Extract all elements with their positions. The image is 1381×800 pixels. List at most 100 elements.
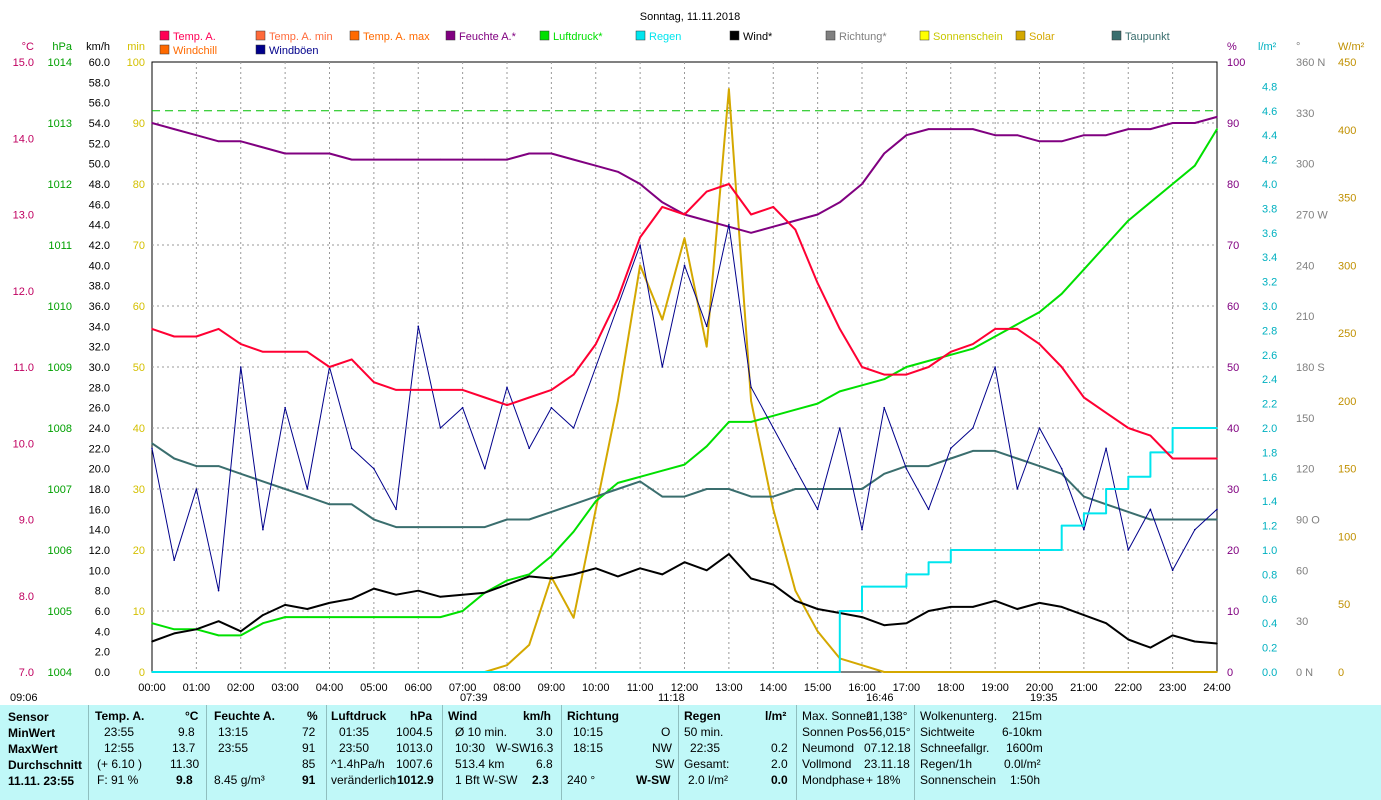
legend-label-2: Temp. A. max <box>363 31 430 43</box>
data-point-taupunkt <box>373 518 375 521</box>
data-point-temp-a <box>839 328 841 330</box>
data-point-taupunkt <box>306 495 309 498</box>
data-point-feuchte-a <box>417 158 420 161</box>
data-point-taupunkt <box>661 495 664 498</box>
data-point-wind <box>750 577 752 580</box>
data-point-wind <box>639 567 641 570</box>
data-point-temp-a <box>905 373 908 376</box>
max-sun-value: 21,138° <box>866 709 908 723</box>
rain-tick: 1.2 <box>1262 521 1277 533</box>
data-point-wind <box>173 632 175 635</box>
legend-label-11: Windchill <box>173 45 217 57</box>
time-tick: 13:00 <box>715 682 743 694</box>
data-point-wind <box>328 602 331 604</box>
wind-tick: 54.0 <box>89 118 110 130</box>
wind-tick: 16.0 <box>89 504 110 516</box>
rain-unit: l/m² <box>765 709 787 723</box>
data-point-temp-a <box>217 328 220 330</box>
data-point-windb-en <box>1194 528 1196 531</box>
data-point-taupunkt <box>594 495 597 498</box>
data-point-temp-a <box>1016 328 1019 330</box>
data-point-temp-a <box>284 350 286 353</box>
wind-tick: 46.0 <box>89 199 110 211</box>
data-point-luftdruck <box>794 408 797 411</box>
data-point-wind <box>306 608 309 610</box>
data-point-wind <box>239 630 242 633</box>
data-point-solar <box>1171 671 1174 673</box>
data-point-feuchte-a <box>217 140 220 143</box>
data-point-luftdruck <box>1083 268 1085 271</box>
time-tick: 09:00 <box>538 682 566 694</box>
humidity-axis-unit: % <box>1227 41 1237 53</box>
data-point-solar <box>705 345 708 348</box>
data-point-feuchte-a <box>594 164 597 167</box>
sensor-header: Sensor <box>8 710 49 724</box>
time-tick: 07:00 <box>449 682 477 694</box>
data-point-solar <box>794 589 797 592</box>
pressure-tick: 1007 <box>48 484 72 496</box>
wind-tick: 20.0 <box>89 464 110 476</box>
data-point-feuchte-a <box>306 152 309 155</box>
direction-tick: 360 N <box>1296 57 1325 69</box>
humidity-tick: 40 <box>1227 423 1239 435</box>
data-point-temp-a <box>617 297 619 300</box>
data-point-solar <box>728 88 730 90</box>
solar-tick: 50 <box>1338 599 1350 611</box>
data-point-windb-en <box>994 366 996 368</box>
data-point-regen <box>173 671 175 673</box>
min-tick: 100 <box>127 57 145 69</box>
pressure-tick: 1008 <box>48 423 72 435</box>
temp-tick: 7.0 <box>19 667 34 679</box>
wind-tick: 10.0 <box>89 565 110 577</box>
data-point-temp-a <box>1171 457 1174 460</box>
data-point-luftdruck <box>617 482 619 484</box>
data-point-luftdruck <box>772 415 775 417</box>
direction-header: Richtung <box>567 709 619 723</box>
data-point-luftdruck <box>1060 293 1063 295</box>
data-point-regen <box>772 671 775 673</box>
data-point-luftdruck <box>461 610 464 612</box>
data-point-feuchte-a <box>1083 134 1085 136</box>
temp-tick: 14.0 <box>13 133 34 145</box>
data-point-feuchte-a <box>328 152 331 155</box>
data-point-wind <box>1127 638 1130 641</box>
snowfall-value: 1600m <box>1006 741 1043 755</box>
temp-axis-unit: °C <box>22 41 34 53</box>
weather-chart: Sonntag, 11.11.2018 Temp. A. Temp. A. min T… <box>10 11 1365 704</box>
wind-tick: 48.0 <box>89 179 110 191</box>
pressure-trend: ^1.4hPa/h <box>331 757 385 771</box>
time-tick: 05:00 <box>360 682 388 694</box>
wind-axis-unit: km/h <box>86 41 110 53</box>
time-tick: 11:00 <box>627 682 654 694</box>
direction-tick: 90 O <box>1296 515 1320 527</box>
legend-swatch-9 <box>1015 30 1026 41</box>
pressure-forecast: veränderlich <box>331 773 397 787</box>
data-point-windb-en <box>417 325 420 328</box>
wind-avg-value: 6.8 <box>536 757 553 771</box>
data-point-wind <box>617 575 619 578</box>
noon-label: 11:18 <box>658 692 685 704</box>
data-point-temp-a <box>395 389 397 391</box>
data-point-regen <box>972 549 974 551</box>
time-tick: 02:00 <box>227 682 255 694</box>
data-point-regen <box>617 671 619 673</box>
wind-tick: 58.0 <box>89 77 110 89</box>
data-point-temp-a <box>151 328 153 330</box>
data-point-feuchte-a <box>750 232 752 234</box>
new-moon-label: Neumond <box>802 741 855 755</box>
data-point-wind <box>972 606 974 608</box>
legend-label-0: Temp. A. <box>173 31 216 43</box>
solar-axis-unit: W/m² <box>1338 41 1365 53</box>
data-point-wind <box>439 595 442 598</box>
data-point-solar <box>750 400 752 402</box>
data-point-feuchte-a <box>461 158 464 161</box>
legend-label-9: Solar <box>1029 31 1055 43</box>
rain-tick: 2.4 <box>1262 374 1277 386</box>
data-point-windb-en <box>1171 569 1174 572</box>
data-point-windb-en <box>1083 528 1085 531</box>
data-point-taupunkt <box>350 503 353 506</box>
data-point-temp-a <box>306 350 309 353</box>
data-point-luftdruck <box>994 335 996 338</box>
data-point-luftdruck <box>949 354 952 356</box>
data-point-temp-a <box>1149 434 1152 437</box>
